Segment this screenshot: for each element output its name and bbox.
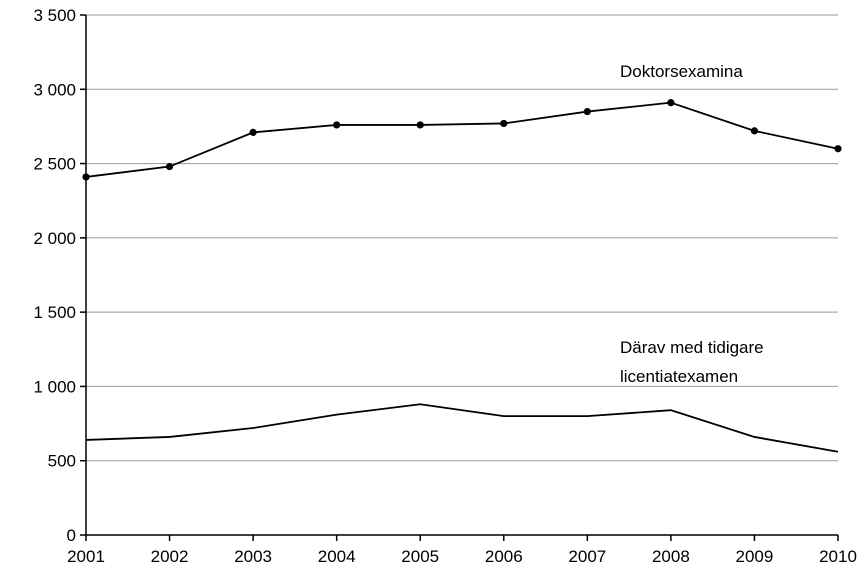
x-tick-label: 2010 [819,547,857,566]
x-tick-labels: 2001 2002 2003 2004 2005 2006 2007 2008 2009 2010 [67,547,857,566]
series-line-1 [85,403,839,453]
y-tick-label: 1 000 [33,377,76,396]
series-line-0 [85,101,839,178]
gridlines [86,14,838,462]
data-point [750,127,759,135]
series-label-darav-line1: Därav med tidigare [620,338,764,357]
data-point [333,121,341,129]
x-tick-label: 2005 [401,547,439,566]
data-point [500,119,508,128]
data-point [583,107,591,116]
series [82,99,842,453]
y-tick-label: 2 000 [33,229,76,248]
x-tick-label: 2004 [318,547,356,566]
y-tick-label: 1 500 [33,303,76,322]
tick-marks [80,14,839,541]
x-tick-label: 2002 [151,547,189,566]
data-point [165,162,174,171]
data-point [416,121,424,129]
x-tick-label: 2007 [568,547,606,566]
axes [85,15,838,536]
series-label-doktorsexamina: Doktorsexamina [620,62,743,81]
x-tick-label: 2001 [67,547,105,566]
x-tick-label: 2009 [736,547,774,566]
y-tick-label: 500 [48,452,76,471]
x-tick-label: 2008 [652,547,690,566]
data-point [834,145,842,153]
y-tick-label: 2 500 [33,155,76,174]
data-point [82,173,90,181]
y-tick-label: 3 000 [33,80,76,99]
data-point [667,99,675,107]
x-tick-label: 2006 [485,547,523,566]
y-tick-label: 0 [67,526,76,545]
y-tick-label: 3 500 [33,6,76,25]
x-tick-label: 2003 [234,547,272,566]
data-point [249,128,257,136]
series-labels: Doktorsexamina Därav med tidigare licent… [620,62,764,386]
series-label-darav-line2: licentiatexamen [620,367,738,386]
y-tick-labels: 0 500 1 000 1 500 2 000 2 500 3 000 3 500 [33,6,76,545]
